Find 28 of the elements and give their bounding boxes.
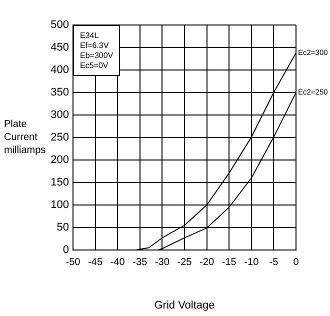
x-tick-label: -25 <box>177 256 192 268</box>
y-tick-label: 100 <box>50 199 69 212</box>
x-tick-label: -40 <box>110 256 126 268</box>
x-tick-label: -50 <box>66 256 81 268</box>
y-tick-label: 350 <box>50 86 69 99</box>
x-tick-label: 0 <box>293 256 300 268</box>
x-tick-label: -10 <box>244 256 260 268</box>
x-tick-label: -20 <box>200 256 214 268</box>
x-tick-label: -30 <box>154 256 170 268</box>
y-tick-label: 450 <box>50 42 69 54</box>
y-tick-label: 150 <box>50 176 69 189</box>
y-tick-label: 500 <box>50 19 69 32</box>
y-tick-label: 200 <box>50 154 69 166</box>
x-axis-title: Grid Voltage <box>154 299 215 312</box>
annotation: Ef=6.3V <box>80 41 110 50</box>
x-tick-label: -5 <box>269 256 279 268</box>
y-tick-label: 0 <box>62 244 69 256</box>
y-axis-title: Plate Current milliamps <box>4 119 46 156</box>
x-tick-label: -35 <box>132 256 148 268</box>
annotation: Ec5=0V <box>80 61 109 70</box>
x-tick-label: -15 <box>222 256 237 268</box>
annotation: E34L <box>80 31 100 40</box>
y-tick-label: 250 <box>50 132 69 144</box>
y-tick-label: 300 <box>50 109 69 122</box>
y-tick-label: 50 <box>56 222 69 234</box>
annotation: Eb=300V <box>80 51 114 60</box>
y-tick-label: 400 <box>50 64 69 76</box>
x-tick-label: -45 <box>88 256 103 268</box>
